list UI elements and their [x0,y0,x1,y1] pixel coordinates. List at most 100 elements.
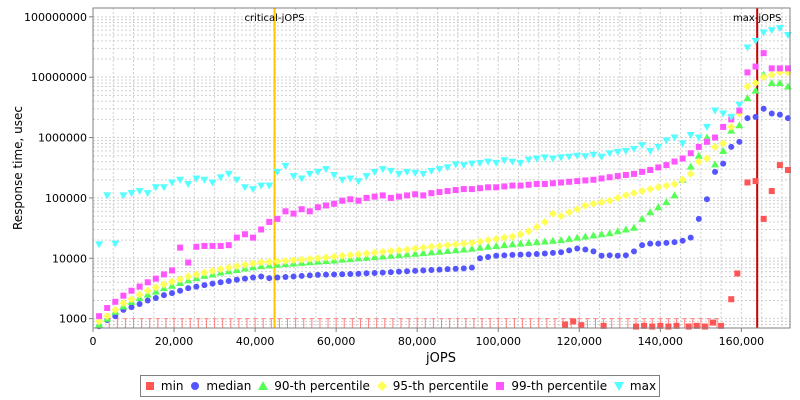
point-max [475,159,484,167]
point-95-th-percentile [184,272,193,281]
point-min [784,167,791,174]
point-95-th-percentile [386,247,395,256]
point-95-th-percentile [484,236,493,245]
point-99-th-percentile [266,218,273,225]
point-median [144,297,151,304]
point-median [703,196,710,203]
point-99-th-percentile [177,244,184,251]
point-99-th-percentile [493,184,500,191]
y-tick-label: 100000 [45,192,87,205]
point-99-th-percentile [452,187,459,194]
point-95-th-percentile [192,270,201,279]
point-max [362,173,371,181]
point-90-th-percentile [394,251,403,259]
point-min [685,323,692,330]
legend-label: 95-th percentile [392,379,489,393]
point-99-th-percentile [598,175,605,182]
point-99-th-percentile [695,143,702,150]
point-95-th-percentile [646,185,655,194]
point-max [232,176,241,184]
point-99-th-percentile [379,192,386,199]
point-max [200,176,209,184]
legend-marker-shape [376,381,387,391]
point-95-th-percentile [200,268,209,277]
legend-marker [376,381,387,391]
point-max [127,190,136,198]
point-median [404,268,411,275]
point-99-th-percentile [639,168,646,175]
point-max [654,143,663,151]
point-median [671,239,678,246]
point-median [663,239,670,246]
point-median [720,160,727,167]
point-90-th-percentile [524,238,533,246]
point-max [354,178,363,186]
point-99-th-percentile [160,271,167,278]
point-99-th-percentile [582,177,589,184]
point-median [225,278,232,285]
point-median [712,168,719,175]
point-max [484,158,493,166]
point-max [419,170,428,178]
point-90-th-percentile [751,86,760,94]
legend-marker-shape [258,381,269,390]
point-95-th-percentile [322,253,331,262]
point-max [605,150,614,158]
point-90-th-percentile [711,160,720,168]
point-max [492,159,501,167]
point-90-th-percentile [548,236,557,244]
point-99-th-percentile [96,313,103,320]
point-median [460,265,467,272]
point-95-th-percentile [702,154,711,163]
point-median [468,264,475,271]
point-min [665,323,672,330]
point-99-th-percentile [784,65,791,72]
point-99-th-percentile [566,178,573,185]
point-90-th-percentile [475,243,484,251]
point-90-th-percentile [435,247,444,255]
point-median [347,270,354,277]
point-90-th-percentile [411,249,420,257]
point-95-th-percentile [208,266,217,275]
point-99-th-percentile [485,184,492,191]
point-95-th-percentile [249,259,258,268]
point-99-th-percentile [112,298,119,305]
point-min [760,215,767,222]
point-min [776,162,783,169]
point-max [548,155,557,163]
point-max [719,110,728,118]
point-max [500,157,509,165]
point-99-th-percentile [712,134,719,141]
point-90-th-percentile [427,248,436,256]
point-max [435,166,444,174]
x-tick-label: 100,000 [475,335,521,348]
point-median [241,275,248,282]
x-axis-ticks: 0 20,000 40,000 60,000 80,000 100,000 120,000 1… [90,328,764,348]
point-99-th-percentile [169,267,176,274]
point-95-th-percentile [581,201,590,210]
point-95-th-percentile [427,242,436,251]
legend-marker-shape [191,382,200,390]
point-95-th-percentile [686,169,695,178]
point-95-th-percentile [565,208,574,217]
point-90-th-percentile [605,229,614,237]
point-median [363,270,370,277]
point-median [728,143,735,150]
point-median [614,252,621,259]
marker-lines: critical-jOPS max-jOPS [244,8,781,328]
point-max [621,147,630,155]
point-99-th-percentile [136,283,143,290]
point-99-th-percentile [606,174,613,181]
point-min [633,323,640,330]
point-min [673,322,680,329]
point-99-th-percentile [323,202,330,209]
point-95-th-percentile [605,196,614,205]
point-max [443,164,452,172]
point-min [752,178,759,185]
point-95-th-percentile [767,70,776,79]
point-99-th-percentile [460,186,467,193]
point-median [193,283,200,290]
point-median [622,252,629,259]
legend-marker [496,382,505,390]
point-median [784,115,791,122]
